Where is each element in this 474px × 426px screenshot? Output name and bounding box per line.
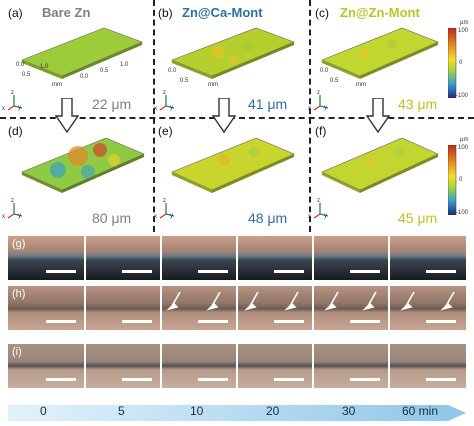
value-c: 43 μm bbox=[398, 96, 438, 112]
time-arrow bbox=[8, 405, 466, 421]
arrow-markers bbox=[166, 291, 455, 311]
axes-icon-e bbox=[159, 203, 175, 219]
colorbar-bottom bbox=[448, 145, 457, 215]
strip-label-g: (g) bbox=[12, 238, 26, 250]
colorbar-max-2: 100 bbox=[458, 145, 469, 151]
frame-divider bbox=[312, 344, 314, 388]
frame-divider bbox=[312, 286, 314, 330]
frame-divider bbox=[312, 236, 314, 280]
axes-icon-a bbox=[7, 95, 23, 111]
strip-label-i: (i) bbox=[12, 346, 22, 358]
scale-bar bbox=[350, 270, 380, 273]
frame-divider bbox=[84, 286, 86, 330]
arrow-down-icon bbox=[366, 98, 390, 134]
frame-divider bbox=[236, 286, 238, 330]
scale-bar bbox=[198, 320, 228, 323]
colorbar-unit-2: μm bbox=[460, 137, 469, 143]
frame-divider bbox=[388, 236, 390, 280]
panel-title-c: Zn@Zn-Mont bbox=[340, 5, 420, 20]
colorbar-unit: μm bbox=[460, 20, 469, 26]
surface-b bbox=[171, 27, 295, 79]
surface-f bbox=[321, 137, 439, 193]
value-f: 45 μm bbox=[398, 210, 438, 226]
panel-label-e: (e) bbox=[158, 124, 173, 138]
scale-bar bbox=[274, 378, 304, 381]
profilometry-grid: μm 100 0 -100 μm 100 0 -100 (a) Bare Zn … bbox=[0, 0, 474, 232]
colorbar-max: 100 bbox=[458, 28, 469, 34]
scale-bar bbox=[122, 270, 152, 273]
scale-bar bbox=[198, 270, 228, 273]
frame-divider bbox=[388, 344, 390, 388]
time-label-60: 60 min bbox=[402, 404, 439, 418]
frame-divider bbox=[84, 236, 86, 280]
divider-horizontal bbox=[0, 117, 474, 119]
time-label-20: 20 bbox=[266, 404, 280, 418]
surface-a bbox=[21, 27, 143, 79]
time-label-0: 0 bbox=[40, 404, 47, 418]
scale-bar bbox=[350, 378, 380, 381]
scale-bar bbox=[46, 270, 76, 273]
colorbar-min-2: -100 bbox=[456, 210, 469, 216]
frame-divider bbox=[160, 286, 162, 330]
scale-bar bbox=[274, 320, 304, 323]
strip-label-h: (h) bbox=[12, 288, 26, 300]
scale-bar bbox=[46, 378, 76, 381]
divider-vertical-2 bbox=[309, 0, 311, 232]
scale-bar bbox=[122, 320, 152, 323]
scale-bar bbox=[426, 270, 456, 273]
panel-label-f: (f) bbox=[315, 124, 327, 138]
frame-divider bbox=[236, 236, 238, 280]
panel-label-d: (d) bbox=[8, 124, 23, 138]
panel-label-a: (a) bbox=[8, 6, 23, 20]
frame-divider bbox=[388, 286, 390, 330]
scale-bar bbox=[350, 320, 380, 323]
surface-c bbox=[321, 27, 439, 79]
scale-bar bbox=[426, 320, 456, 323]
axes-icon-d bbox=[7, 203, 23, 219]
scale-bar bbox=[122, 378, 152, 381]
micrograph-strip-i: (i) bbox=[8, 344, 466, 388]
value-a: 22 μm bbox=[92, 96, 132, 112]
surface-d bbox=[21, 137, 145, 193]
frame-divider bbox=[84, 344, 86, 388]
micrograph-strip-h: (h) bbox=[8, 286, 466, 330]
panel-title-b: Zn@Ca-Mont bbox=[182, 5, 263, 20]
panel-label-b: (b) bbox=[158, 6, 173, 20]
value-b: 41 μm bbox=[248, 96, 288, 112]
colorbar-min: -100 bbox=[456, 93, 469, 99]
scale-bar bbox=[46, 320, 76, 323]
scale-bar bbox=[274, 270, 304, 273]
colorbar-mid: 0 bbox=[459, 60, 463, 66]
axes-icon-f bbox=[313, 203, 329, 219]
panel-label-c: (c) bbox=[315, 6, 329, 20]
colorbar-mid-2: 0 bbox=[459, 177, 463, 183]
divider-vertical-1 bbox=[153, 0, 155, 232]
panel-title-a: Bare Zn bbox=[42, 5, 91, 20]
frame-divider bbox=[236, 344, 238, 388]
frame-divider bbox=[160, 344, 162, 388]
surface-e bbox=[171, 137, 295, 193]
colorbar-top bbox=[448, 28, 457, 98]
arrow-down-icon bbox=[55, 98, 79, 134]
arrow-down-icon bbox=[212, 98, 236, 134]
scale-bar bbox=[198, 378, 228, 381]
axes-icon-b bbox=[159, 95, 175, 111]
value-e: 48 μm bbox=[248, 210, 288, 226]
value-d: 80 μm bbox=[92, 210, 132, 226]
scale-bar bbox=[426, 378, 456, 381]
time-label-5: 5 bbox=[118, 404, 125, 418]
time-label-30: 30 bbox=[342, 404, 356, 418]
micrograph-strip-g: (g) bbox=[8, 236, 466, 280]
frame-divider bbox=[160, 236, 162, 280]
axes-icon-c bbox=[313, 95, 329, 111]
time-label-10: 10 bbox=[190, 404, 204, 418]
